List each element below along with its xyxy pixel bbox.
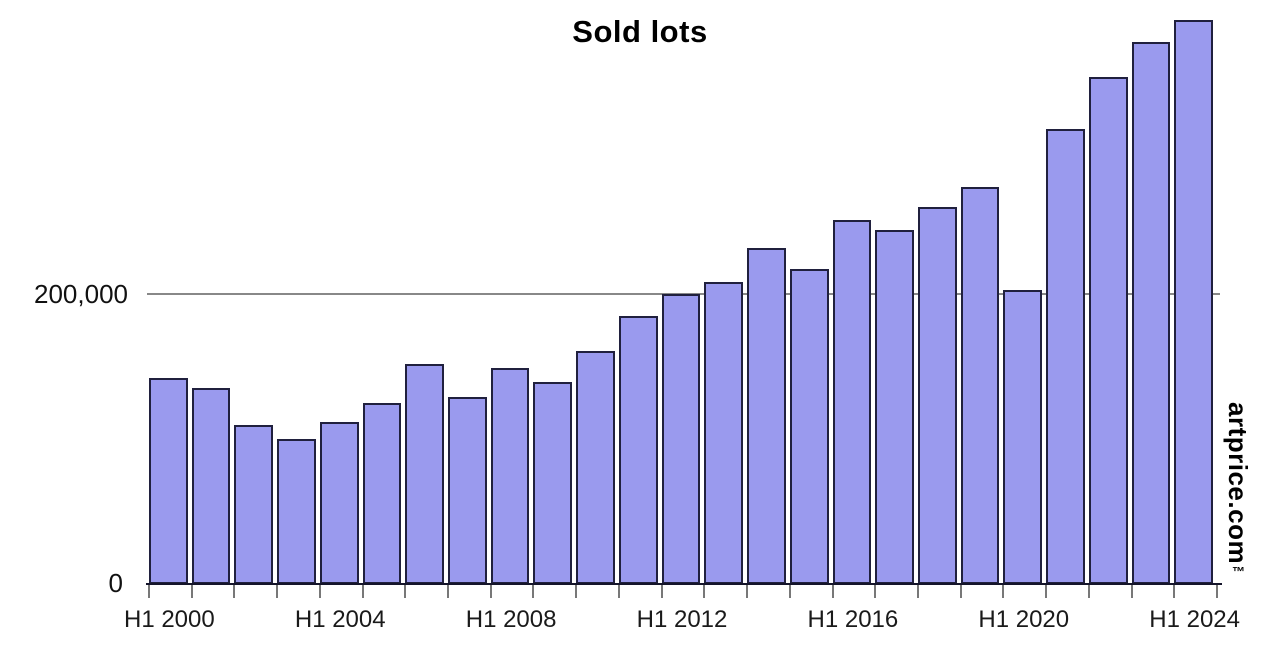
y-axis-tick-label-0: 0	[108, 568, 123, 598]
x-axis-tick-label: H1 2004	[294, 606, 386, 633]
bar-h1-2004	[319, 421, 359, 584]
x-axis-tick	[788, 585, 791, 598]
bar-h1-2016	[832, 220, 872, 584]
x-axis-tick	[959, 585, 962, 598]
x-axis-tick-label: H1 2000	[123, 606, 215, 633]
x-axis-tick	[1130, 585, 1133, 598]
x-axis-tick	[361, 585, 364, 598]
chart-title: Sold lots	[572, 14, 708, 49]
x-axis-tick	[447, 585, 450, 598]
x-axis-tick	[1216, 585, 1218, 598]
bar-h1-2013	[704, 282, 744, 584]
bar-h1-2019	[960, 186, 1000, 584]
bar-h1-2021	[1046, 128, 1085, 584]
x-axis-tick-label: H1 2020	[978, 606, 1070, 633]
x-axis-tick	[190, 585, 193, 598]
bar-h1-2009	[533, 382, 573, 584]
bar-h1-2006	[405, 363, 445, 584]
bar-h1-2003	[277, 439, 316, 584]
bar-h1-2018	[917, 207, 957, 584]
x-axis-tick	[617, 585, 620, 598]
bar-h1-2008	[490, 367, 530, 584]
x-axis-tick	[532, 585, 535, 598]
bar-h1-2010	[576, 350, 615, 584]
x-axis-tick	[575, 585, 578, 598]
bar-h1-2023	[1131, 41, 1171, 584]
bar-h1-2024	[1174, 19, 1213, 584]
bar-h1-2017	[875, 230, 914, 584]
bar-h1-2001	[191, 388, 231, 584]
x-axis-tick	[703, 585, 706, 598]
bar-h1-2005	[362, 402, 402, 584]
x-axis-tick	[1002, 585, 1005, 598]
x-axis-tick	[874, 585, 877, 598]
x-axis-tick-label: H1 2008	[465, 606, 557, 633]
x-axis-tick	[1045, 585, 1048, 598]
x-axis-tick	[916, 585, 919, 598]
x-axis-tick	[404, 585, 407, 598]
x-axis-tick	[489, 585, 492, 598]
y-axis-tick-label-200000: 200,000	[34, 279, 128, 309]
bar-h1-2002	[234, 424, 274, 584]
x-axis-tick	[233, 585, 236, 598]
x-axis-tick-label: H1 2016	[807, 606, 899, 633]
x-axis-tick-label: H1 2024	[1149, 606, 1240, 633]
x-axis-tick	[660, 585, 663, 598]
bar-h1-2015	[789, 269, 829, 584]
bar-h1-2011	[618, 315, 658, 584]
bar-h1-2020	[1003, 289, 1043, 584]
watermark-text: artprice.com	[1223, 402, 1253, 565]
x-axis-tick	[1087, 585, 1090, 598]
watermark-artprice: artprice.com™	[1222, 402, 1253, 580]
trademark-symbol: ™	[1231, 564, 1246, 580]
x-axis-tick	[276, 585, 279, 598]
x-axis-tick	[1173, 585, 1176, 598]
x-axis-tick	[318, 585, 321, 598]
bar-h1-2000	[149, 378, 188, 584]
x-axis-line	[146, 583, 1222, 585]
x-axis-tick	[831, 585, 834, 598]
x-axis-tick	[148, 585, 150, 598]
bar-h1-2014	[747, 247, 786, 584]
x-axis-tick	[746, 585, 749, 598]
x-axis-tick-label: H1 2012	[636, 606, 728, 633]
bar-h1-2007	[448, 396, 487, 584]
bar-h1-2022	[1088, 76, 1128, 584]
bar-h1-2012	[661, 294, 701, 584]
